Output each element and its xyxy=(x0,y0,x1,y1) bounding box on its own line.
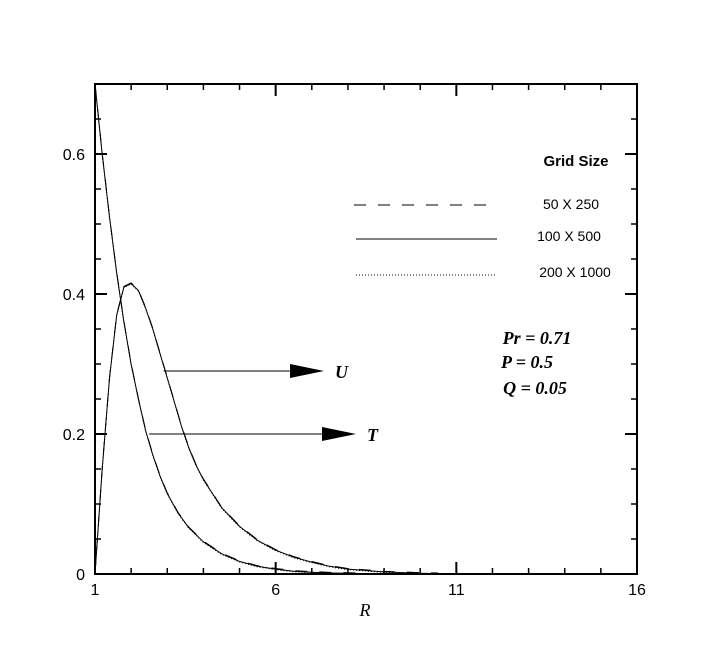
legend-label-dotted: 200 X 1000 xyxy=(539,264,611,280)
series-layer xyxy=(94,83,439,575)
series-t-dotted xyxy=(94,84,367,575)
y-tick-label: 0.6 xyxy=(63,147,85,164)
x-tick-label: 6 xyxy=(271,582,280,599)
series-t-dashed xyxy=(94,83,367,574)
curve-arrows: UT xyxy=(149,362,379,445)
x-tick-label: 16 xyxy=(628,582,646,599)
x-axis-title: R xyxy=(359,600,371,620)
series-u-solid xyxy=(94,283,439,575)
arrow-head-t xyxy=(322,427,356,441)
y-tick-label: 0 xyxy=(76,567,85,584)
x-tick-label: 1 xyxy=(91,582,100,599)
parameter-annotations: Pr = 0.71 P = 0.5 Q = 0.05 xyxy=(500,328,571,398)
y-tick-label: 0.2 xyxy=(63,427,85,444)
annotation-p: P = 0.5 xyxy=(500,352,553,372)
y-tick-label: 0.4 xyxy=(63,287,85,304)
legend: Grid Size 50 X 250 100 X 500 200 X 1000 xyxy=(354,153,611,280)
series-u-dotted xyxy=(94,283,439,575)
legend-label-dashed: 50 X 250 xyxy=(543,196,599,212)
legend-label-solid: 100 X 500 xyxy=(537,228,601,244)
series-u-dashed xyxy=(94,282,439,574)
x-tick-label: 11 xyxy=(448,582,465,599)
annotation-q: Q = 0.05 xyxy=(503,378,567,398)
curve-label-u: U xyxy=(335,362,349,382)
arrow-head-u xyxy=(290,364,324,378)
tick-marks xyxy=(94,84,638,575)
annotation-pr: Pr = 0.71 xyxy=(502,328,572,348)
legend-title: Grid Size xyxy=(543,153,608,170)
series-t-solid xyxy=(94,83,367,575)
curve-label-t: T xyxy=(367,425,379,445)
